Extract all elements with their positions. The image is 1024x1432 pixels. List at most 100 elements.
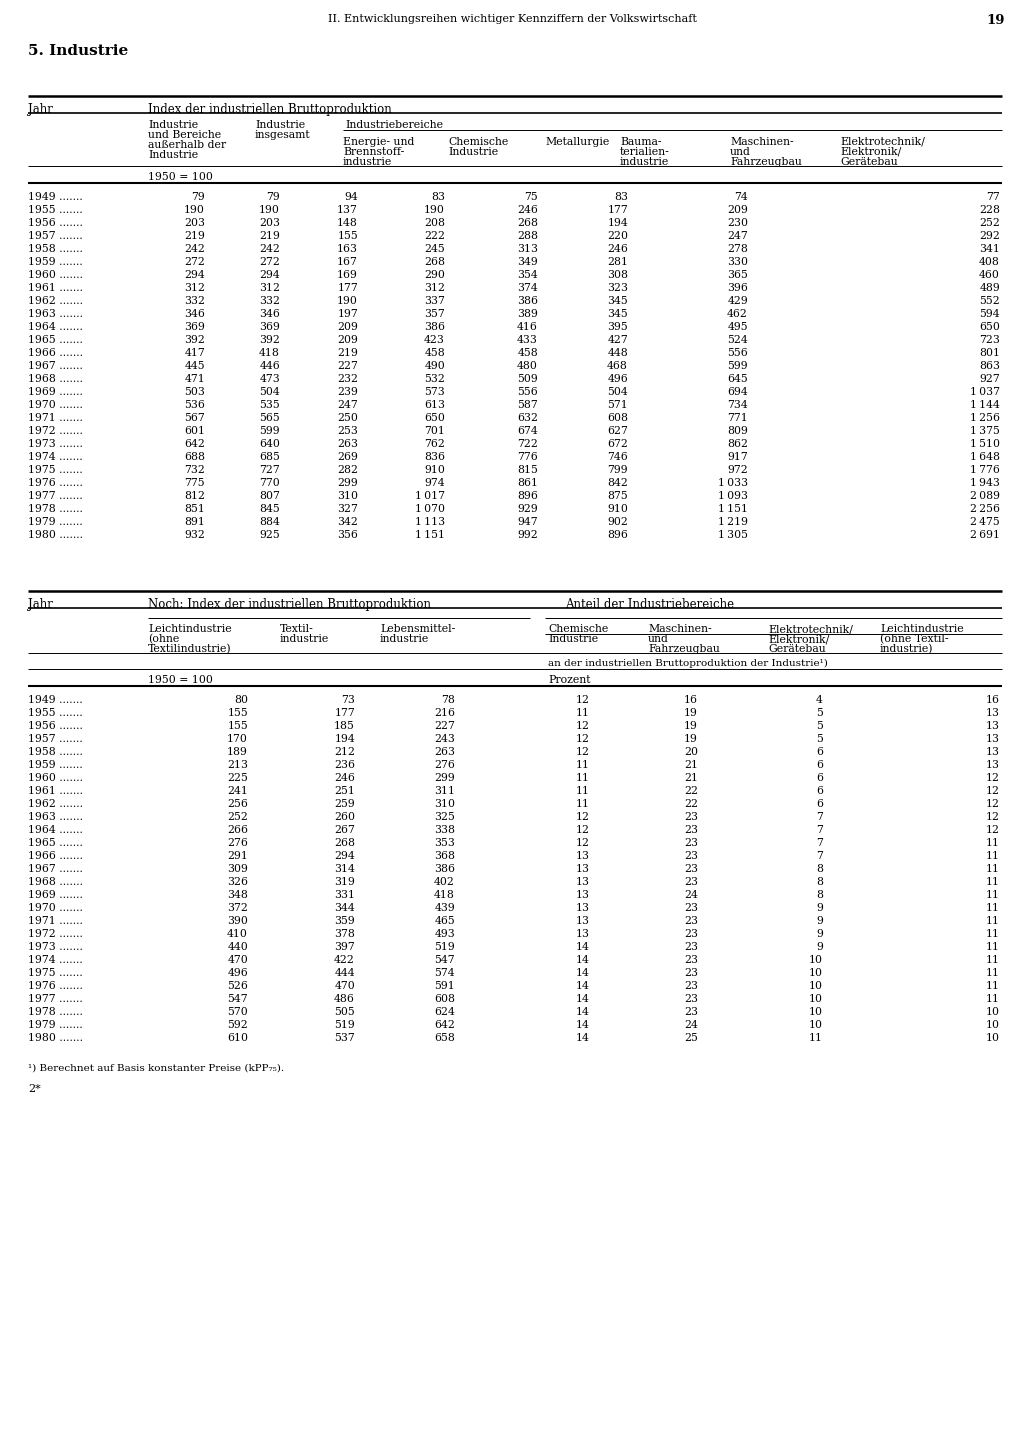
Text: 845: 845	[259, 504, 280, 514]
Text: 230: 230	[727, 218, 748, 228]
Text: 891: 891	[184, 517, 205, 527]
Text: 746: 746	[607, 453, 628, 463]
Text: 10: 10	[809, 994, 823, 1004]
Text: 11: 11	[986, 929, 1000, 939]
Text: 470: 470	[227, 955, 248, 965]
Text: 1 093: 1 093	[718, 491, 748, 501]
Text: 272: 272	[259, 256, 280, 266]
Text: 397: 397	[334, 942, 355, 952]
Text: 8: 8	[816, 863, 823, 874]
Text: 310: 310	[337, 491, 358, 501]
Text: 1973 .......: 1973 .......	[28, 942, 83, 952]
Text: 1978 .......: 1978 .......	[28, 504, 83, 514]
Text: 155: 155	[337, 231, 358, 241]
Text: Metallurgie: Metallurgie	[545, 137, 609, 147]
Text: 227: 227	[434, 720, 455, 730]
Text: 1 017: 1 017	[415, 491, 445, 501]
Text: 505: 505	[334, 1007, 355, 1017]
Text: 323: 323	[607, 284, 628, 294]
Text: 294: 294	[259, 271, 280, 281]
Text: 974: 974	[424, 478, 445, 488]
Text: 446: 446	[259, 361, 280, 371]
Text: und: und	[648, 634, 669, 644]
Text: 10: 10	[809, 981, 823, 991]
Text: 627: 627	[607, 425, 628, 435]
Text: 11: 11	[986, 955, 1000, 965]
Text: 526: 526	[227, 981, 248, 991]
Text: 13: 13	[986, 720, 1000, 730]
Text: 25: 25	[684, 1032, 698, 1042]
Text: 1950 = 100: 1950 = 100	[148, 172, 213, 182]
Text: 73: 73	[341, 695, 355, 705]
Text: 1970 .......: 1970 .......	[28, 904, 83, 914]
Text: 594: 594	[979, 309, 1000, 319]
Text: 163: 163	[337, 243, 358, 253]
Text: außerhalb der: außerhalb der	[148, 140, 226, 150]
Text: 1963 .......: 1963 .......	[28, 812, 83, 822]
Text: 10: 10	[809, 968, 823, 978]
Text: 445: 445	[184, 361, 205, 371]
Text: 807: 807	[259, 491, 280, 501]
Text: 468: 468	[607, 361, 628, 371]
Text: 1 256: 1 256	[970, 412, 1000, 422]
Text: 9: 9	[816, 929, 823, 939]
Text: 345: 345	[607, 309, 628, 319]
Text: 346: 346	[184, 309, 205, 319]
Text: 11: 11	[986, 994, 1000, 1004]
Text: 23: 23	[684, 1007, 698, 1017]
Text: 23: 23	[684, 981, 698, 991]
Text: 722: 722	[517, 440, 538, 450]
Text: 992: 992	[517, 530, 538, 540]
Text: 1965 .......: 1965 .......	[28, 838, 83, 848]
Text: 473: 473	[259, 374, 280, 384]
Text: 14: 14	[577, 1032, 590, 1042]
Text: Industrie: Industrie	[449, 147, 498, 158]
Text: 9: 9	[816, 916, 823, 927]
Text: 5: 5	[816, 707, 823, 717]
Text: Gerätebau: Gerätebau	[840, 158, 898, 168]
Text: 10: 10	[986, 1032, 1000, 1042]
Text: Chemische: Chemische	[449, 137, 508, 147]
Text: 246: 246	[334, 773, 355, 783]
Text: 1973 .......: 1973 .......	[28, 440, 83, 450]
Text: 227: 227	[337, 361, 358, 371]
Text: 460: 460	[979, 271, 1000, 281]
Text: 524: 524	[727, 335, 748, 345]
Text: 344: 344	[334, 904, 355, 914]
Text: 1977 .......: 1977 .......	[28, 491, 83, 501]
Text: 8: 8	[816, 891, 823, 899]
Text: 208: 208	[424, 218, 445, 228]
Text: 775: 775	[184, 478, 205, 488]
Text: Industrie: Industrie	[548, 634, 598, 644]
Text: 1 219: 1 219	[718, 517, 748, 527]
Text: 294: 294	[334, 851, 355, 861]
Text: 260: 260	[334, 812, 355, 822]
Text: 5: 5	[816, 720, 823, 730]
Text: 24: 24	[684, 891, 698, 899]
Text: 365: 365	[727, 271, 748, 281]
Text: 253: 253	[337, 425, 358, 435]
Text: 2 256: 2 256	[970, 504, 1000, 514]
Text: 496: 496	[607, 374, 628, 384]
Text: 313: 313	[517, 243, 538, 253]
Text: 1 648: 1 648	[970, 453, 1000, 463]
Text: 1955 .......: 1955 .......	[28, 205, 83, 215]
Text: 13: 13	[575, 904, 590, 914]
Text: 13: 13	[575, 876, 590, 886]
Text: Industrie: Industrie	[255, 120, 305, 130]
Text: 23: 23	[684, 968, 698, 978]
Text: 325: 325	[434, 812, 455, 822]
Text: 22: 22	[684, 799, 698, 809]
Text: 220: 220	[607, 231, 628, 241]
Text: 190: 190	[184, 205, 205, 215]
Text: 1969 .......: 1969 .......	[28, 387, 83, 397]
Text: 1966 .......: 1966 .......	[28, 348, 83, 358]
Text: 608: 608	[434, 994, 455, 1004]
Text: 537: 537	[334, 1032, 355, 1042]
Text: 395: 395	[607, 322, 628, 332]
Text: 177: 177	[334, 707, 355, 717]
Text: 357: 357	[424, 309, 445, 319]
Text: 1 305: 1 305	[718, 530, 748, 540]
Text: 1969 .......: 1969 .......	[28, 891, 83, 899]
Text: 75: 75	[524, 192, 538, 202]
